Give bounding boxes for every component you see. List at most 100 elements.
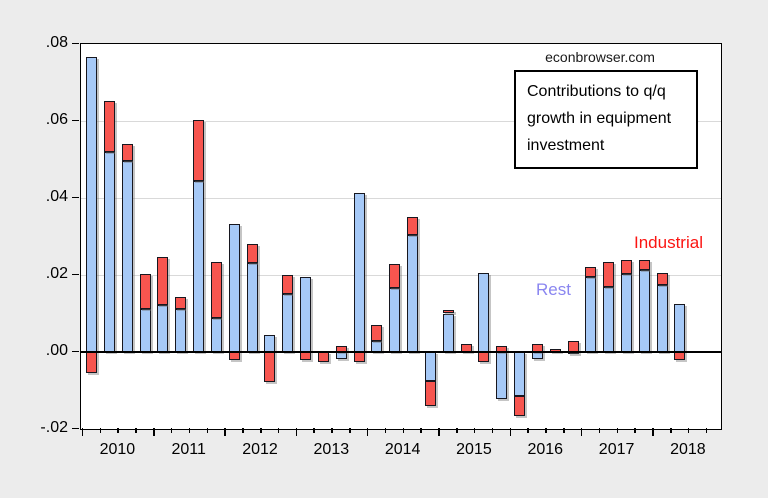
bar-segment-2012Q4-industrial [282, 275, 294, 295]
x-axis-tick [313, 428, 315, 433]
bar-segment-2014Q3-industrial [407, 217, 419, 235]
bar-segment-2015Q3-rest [478, 273, 490, 352]
y-axis-label: .00 [45, 342, 68, 359]
x-axis-year-label: 2017 [598, 441, 635, 458]
bar-segment-2012Q3-rest [264, 334, 276, 352]
bar-segment-2011Q1-rest [157, 305, 169, 352]
bar-segment-2016Q2-rest [531, 352, 543, 360]
x-axis-tick [634, 428, 636, 433]
x-axis-tick [366, 428, 369, 436]
watermark-text: econbrowser.com [545, 49, 655, 65]
bar-segment-2017Q3-rest [621, 273, 632, 352]
x-axis-tick [384, 428, 387, 433]
x-axis-tick [277, 428, 280, 433]
series-label-industrial: Industrial [634, 233, 703, 252]
bar-segment-2017Q2-rest [603, 286, 615, 352]
bar-segment-2013Q4-rest [353, 193, 365, 352]
y-axis-tick [72, 273, 79, 275]
bar-segment-2018Q1-rest [656, 285, 668, 352]
bar-segment-2018Q2-rest [674, 303, 686, 352]
x-axis-tick [117, 428, 119, 433]
bar-segment-2018Q1-industrial [656, 272, 668, 285]
x-axis-tick [242, 428, 244, 433]
bar-segment-2011Q3-industrial [193, 119, 205, 182]
bar-segment-2012Q3-industrial [264, 352, 276, 382]
bar-segment-2012Q2-rest [246, 263, 258, 352]
bar-segment-2013Q4-industrial [353, 352, 365, 362]
bar-segment-2014Q4-rest [424, 352, 436, 381]
bar-segment-2013Q2-industrial [317, 352, 329, 362]
bar-segment-2011Q3-rest [193, 181, 205, 352]
x-axis-tick [580, 428, 583, 436]
bar-segment-2016Q1-industrial [514, 395, 526, 416]
bar-segment-2017Q1-industrial [585, 267, 597, 277]
x-axis-year-label: 2015 [456, 441, 492, 458]
x-axis-year-label: 2011 [171, 441, 206, 458]
series-label-rest: Rest [536, 280, 571, 299]
y-axis-label: -.02 [40, 419, 68, 436]
x-axis-tick [527, 428, 529, 433]
bar-segment-2017Q2-industrial [603, 262, 615, 287]
x-axis-tick [224, 428, 226, 436]
x-axis-tick [509, 428, 512, 436]
bar-segment-2017Q1-rest [585, 276, 597, 352]
bar-segment-2012Q1-industrial [228, 352, 240, 360]
x-axis-tick [563, 428, 565, 433]
bar-segment-2013Q3-rest [335, 352, 347, 360]
x-axis-tick [331, 428, 333, 433]
bar-segment-2011Q4-rest [210, 317, 222, 352]
bar-segment-2014Q4-industrial [424, 380, 436, 406]
y-axis-label: .04 [45, 188, 68, 205]
bar-segment-2014Q1-industrial [371, 324, 383, 342]
bar-segment-2011Q4-industrial [210, 261, 222, 318]
bar-segment-2016Q1-rest [514, 352, 526, 396]
bar-segment-2010Q2-industrial [103, 100, 115, 152]
bar-segment-2011Q1-industrial [157, 256, 169, 306]
bar-segment-2015Q4-rest [496, 352, 508, 399]
x-axis-year-label: 2013 [313, 441, 350, 458]
bar-segment-2017Q3-industrial [621, 260, 632, 274]
bar-segment-2010Q3-rest [121, 160, 133, 352]
bar-segment-2010Q3-industrial [121, 144, 133, 161]
bar-segment-2010Q1-rest [86, 57, 98, 352]
annotation-box: Contributions to q/q growth in equipment… [514, 70, 698, 169]
x-axis-year-label: 2018 [670, 441, 706, 458]
x-axis-year-label: 2014 [384, 441, 421, 458]
x-axis-year-label: 2016 [527, 441, 564, 458]
x-axis-tick [598, 428, 601, 433]
bar-segment-2012Q2-industrial [246, 243, 258, 264]
bar-segment-2010Q2-rest [103, 151, 115, 352]
x-axis-tick [705, 428, 708, 433]
bar-segment-2017Q4-rest [638, 270, 650, 352]
x-axis-tick [616, 428, 619, 433]
x-axis-tick [420, 428, 422, 433]
bar-segment-2014Q2-industrial [389, 264, 401, 289]
x-axis-year-label: 2010 [99, 441, 136, 458]
bar-segment-2018Q2-industrial [674, 352, 686, 361]
y-axis-label: .08 [45, 34, 68, 51]
x-axis-tick [670, 428, 672, 433]
annotation-text: Contributions to q/q growth in equipment… [527, 83, 672, 154]
y-axis-label: .02 [45, 265, 68, 282]
bar-segment-2010Q1-industrial [86, 352, 98, 374]
bar-segment-2013Q1-industrial [300, 352, 312, 360]
bar-segment-2014Q3-rest [407, 234, 419, 352]
x-axis-tick [153, 428, 155, 436]
bar-segment-2012Q1-rest [228, 223, 240, 352]
x-axis-tick [473, 428, 476, 433]
bar-segment-2015Q1-industrial [442, 309, 454, 314]
bar-segment-2011Q2-industrial [175, 296, 187, 309]
x-axis-tick [687, 428, 690, 433]
bar-segment-2014Q2-rest [389, 288, 401, 352]
gridline [81, 197, 721, 199]
y-axis-tick [72, 119, 79, 121]
x-axis-tick [99, 428, 102, 433]
bar-segment-2011Q2-rest [175, 308, 187, 352]
y-axis-tick [72, 427, 79, 429]
bar-segment-2010Q4-industrial [139, 273, 151, 310]
x-axis-tick [260, 428, 262, 433]
y-axis-tick [72, 350, 79, 352]
gridline [81, 120, 721, 122]
y-axis-tick [72, 42, 79, 44]
zero-line [81, 351, 721, 353]
